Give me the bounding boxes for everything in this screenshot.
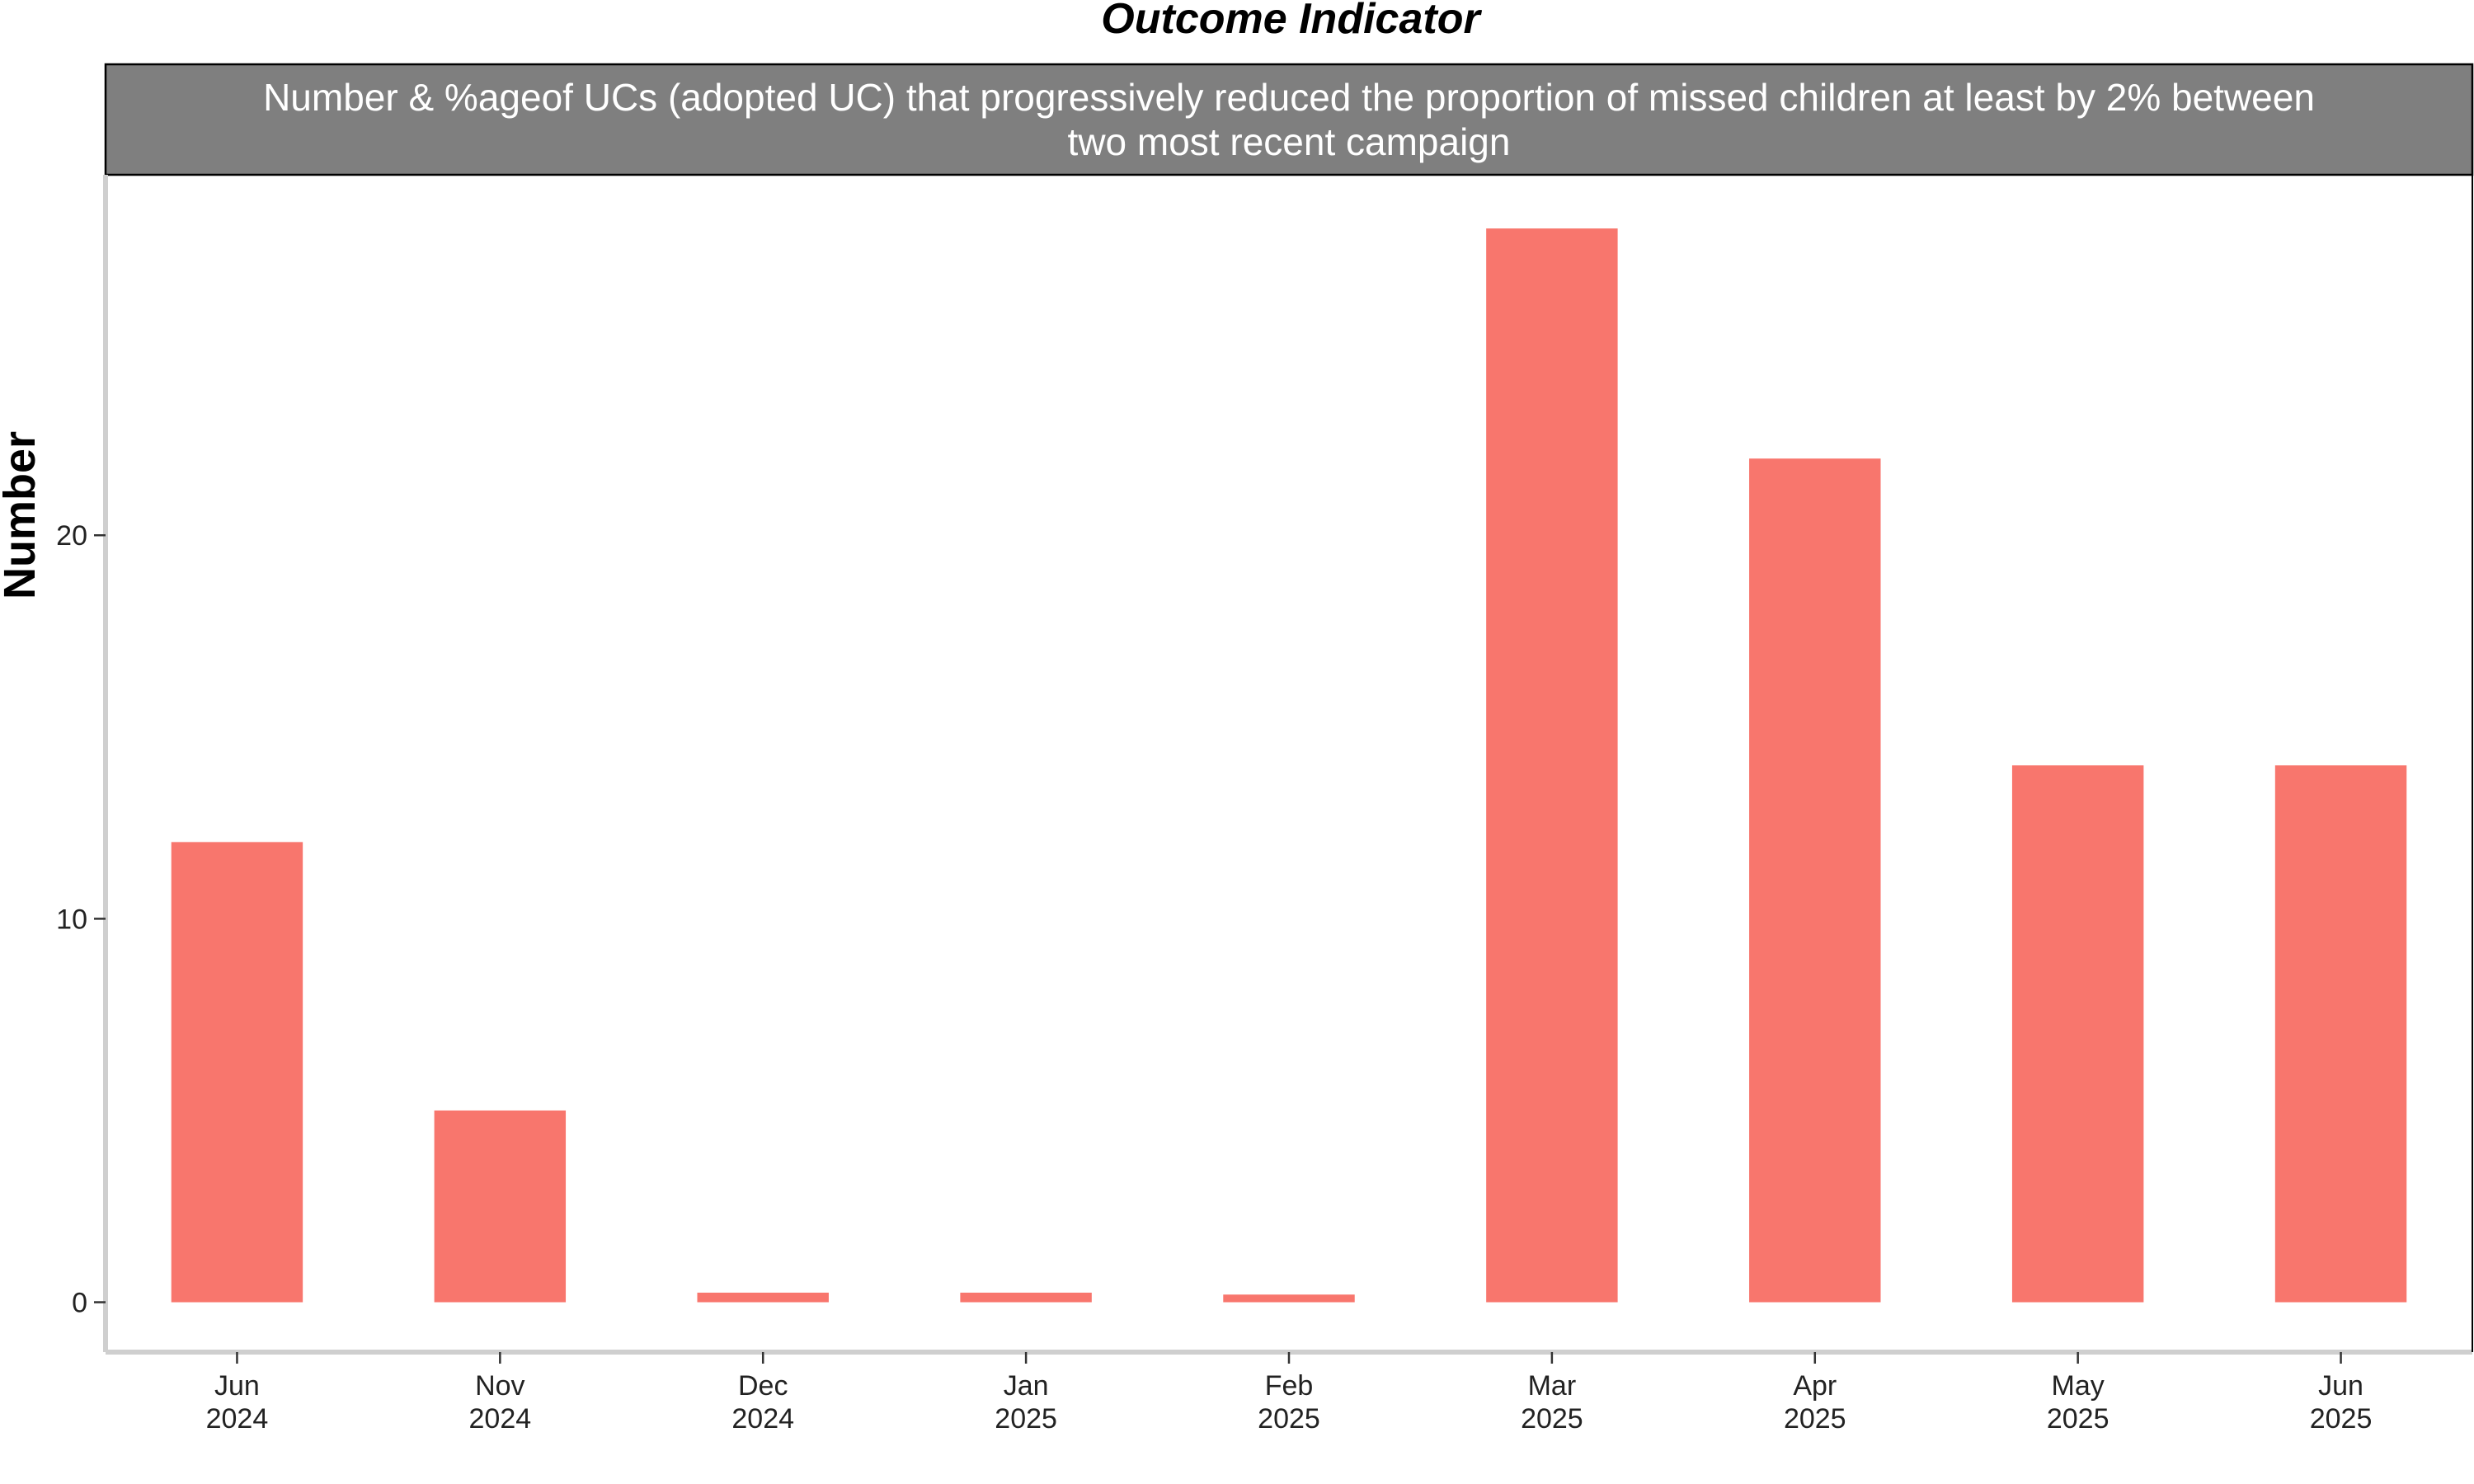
x-tick-label-month: May — [2052, 1370, 2105, 1402]
x-tick-label-year: 2025 — [1258, 1403, 1320, 1435]
y-axis-ticks: 0 10 20 — [56, 520, 106, 1319]
x-tick-label-month: Nov — [475, 1370, 524, 1402]
x-tick-label-year: 2025 — [1521, 1403, 1583, 1435]
bar-mar-2025 — [1486, 228, 1618, 1303]
x-tick-label-year: 2024 — [206, 1403, 269, 1435]
facet-strip: Number & %ageof UCs (adopted UC) that pr… — [104, 63, 2474, 176]
bar-may-2025 — [2011, 765, 2144, 1303]
x-axis-ticks: Jun2024Nov2024Dec2024Jan2025Feb2025Mar20… — [206, 1352, 2373, 1435]
bar-feb-2025 — [1223, 1294, 1355, 1303]
bar-dec-2024 — [697, 1292, 829, 1303]
x-tick-label-year: 2025 — [1784, 1403, 1846, 1435]
facet-strip-background — [104, 63, 2474, 176]
x-tick-label-year: 2025 — [995, 1403, 1057, 1435]
x-tick-label-month: Apr — [1793, 1370, 1837, 1402]
x-tick-label-month: Jun — [214, 1370, 260, 1402]
bar-jun-2024 — [171, 842, 303, 1303]
bar-nov-2024 — [434, 1110, 567, 1303]
y-tick-label: 20 — [56, 520, 87, 552]
x-tick-label-month: Dec — [738, 1370, 788, 1402]
bar-apr-2025 — [1749, 458, 1881, 1303]
x-tick-label-year: 2025 — [2310, 1403, 2373, 1435]
y-axis-label: Number — [0, 431, 45, 599]
x-tick-label-year: 2025 — [2047, 1403, 2109, 1435]
bars — [171, 228, 2407, 1303]
bar-jun-2025 — [2274, 765, 2407, 1303]
chart-title: Outcome Indicator — [1101, 0, 1482, 43]
facet-strip-label-line-2: two most recent campaign — [1068, 120, 1511, 163]
x-tick-label-year: 2024 — [731, 1403, 794, 1435]
x-tick-label-month: Jan — [1004, 1370, 1049, 1402]
y-tick-label: 0 — [72, 1288, 87, 1319]
y-tick-label: 10 — [56, 904, 87, 935]
x-tick-label-year: 2024 — [469, 1403, 532, 1435]
bar-jan-2025 — [960, 1292, 1092, 1303]
x-tick-label-month: Feb — [1265, 1370, 1314, 1402]
x-tick-label-month: Mar — [1528, 1370, 1577, 1402]
x-tick-label-month: Jun — [2318, 1370, 2363, 1402]
facet-strip-label-line-1: Number & %ageof UCs (adopted UC) that pr… — [263, 76, 2315, 119]
